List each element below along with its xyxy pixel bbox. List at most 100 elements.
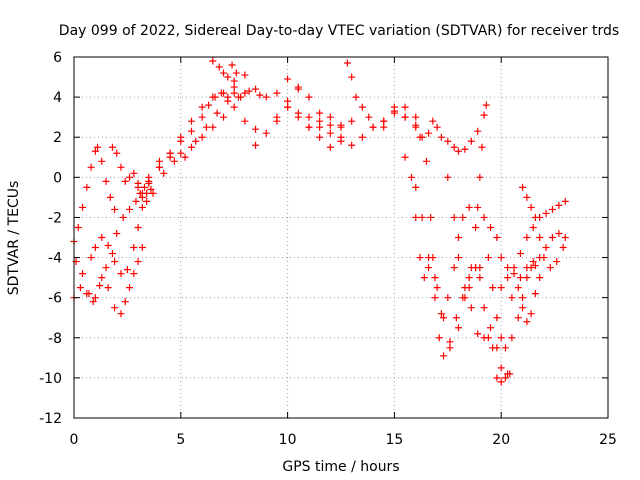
data-point xyxy=(143,197,151,205)
data-point xyxy=(262,129,270,137)
data-point xyxy=(83,183,91,191)
data-point xyxy=(459,213,467,221)
data-point xyxy=(91,244,99,252)
data-point xyxy=(474,127,482,135)
data-point xyxy=(474,330,482,338)
y-tick-label: -12 xyxy=(39,411,62,427)
data-point xyxy=(472,264,480,272)
data-point xyxy=(433,123,441,131)
data-point xyxy=(117,270,125,278)
data-point xyxy=(480,304,488,312)
data-point xyxy=(519,304,527,312)
data-point xyxy=(348,117,356,125)
data-point xyxy=(401,113,409,121)
data-point xyxy=(465,203,473,211)
data-point xyxy=(418,213,426,221)
data-point xyxy=(540,254,548,262)
data-point xyxy=(519,183,527,191)
data-point xyxy=(343,59,351,67)
data-point xyxy=(198,103,206,111)
data-point xyxy=(508,294,516,302)
data-series xyxy=(465,264,514,386)
data-point xyxy=(461,284,469,292)
data-point xyxy=(87,163,95,171)
data-point xyxy=(519,294,527,302)
y-tick-label: -2 xyxy=(48,210,62,226)
data-point xyxy=(220,69,228,77)
data-point xyxy=(454,254,462,262)
data-point xyxy=(155,163,163,171)
data-series xyxy=(422,157,480,360)
data-point xyxy=(228,61,236,69)
data-point xyxy=(132,197,140,205)
data-point xyxy=(529,223,537,231)
data-point xyxy=(104,242,112,250)
data-point xyxy=(561,234,569,241)
data-point xyxy=(514,314,522,322)
data-point xyxy=(76,284,84,292)
data-point xyxy=(418,133,426,141)
data-point xyxy=(497,284,505,292)
data-point xyxy=(220,113,228,121)
y-tick-label: -8 xyxy=(48,331,62,347)
data-point xyxy=(527,203,535,211)
data-series xyxy=(108,143,155,205)
data-point xyxy=(134,183,142,191)
data-point xyxy=(452,314,460,322)
data-point xyxy=(102,177,110,185)
data-point xyxy=(284,103,292,111)
data-point xyxy=(446,338,454,346)
data-point xyxy=(117,163,125,171)
data-point xyxy=(134,258,142,266)
data-point xyxy=(510,264,518,272)
data-point xyxy=(104,284,112,292)
data-point xyxy=(74,223,82,231)
data-point xyxy=(484,254,492,262)
data-point xyxy=(454,234,462,241)
data-points xyxy=(70,57,569,386)
data-point xyxy=(113,229,121,237)
data-point xyxy=(224,93,232,101)
data-point xyxy=(232,69,240,77)
data-series xyxy=(487,223,569,282)
data-point xyxy=(130,270,138,278)
data-point xyxy=(273,89,281,97)
data-point xyxy=(149,189,157,197)
data-point xyxy=(358,133,366,141)
data-point xyxy=(536,274,544,282)
data-point xyxy=(467,137,475,145)
x-tick-label: 0 xyxy=(70,432,79,448)
data-point xyxy=(440,314,448,322)
data-point xyxy=(480,213,488,221)
data-point xyxy=(431,274,439,282)
data-point xyxy=(241,117,249,125)
data-series xyxy=(209,57,245,101)
data-point xyxy=(484,334,492,342)
data-point xyxy=(412,183,420,191)
y-tick-label: 0 xyxy=(53,170,62,186)
data-point xyxy=(87,254,95,262)
x-tick-label: 25 xyxy=(599,432,617,448)
data-point xyxy=(326,143,334,151)
data-point xyxy=(504,264,512,272)
data-point xyxy=(476,274,484,282)
data-series xyxy=(70,143,119,246)
data-point xyxy=(446,344,454,352)
data-series xyxy=(401,101,490,352)
data-point xyxy=(181,153,189,161)
data-point xyxy=(431,294,439,302)
data-point xyxy=(138,244,146,252)
data-point xyxy=(326,129,334,137)
data-point xyxy=(98,157,106,165)
data-point xyxy=(145,173,153,181)
data-point xyxy=(316,117,324,125)
data-point xyxy=(252,125,260,133)
data-point xyxy=(91,147,99,155)
data-point xyxy=(241,89,249,97)
data-point xyxy=(93,143,101,151)
data-point xyxy=(493,314,501,322)
data-point xyxy=(237,93,245,101)
data-point xyxy=(482,101,490,109)
data-point xyxy=(123,266,131,274)
